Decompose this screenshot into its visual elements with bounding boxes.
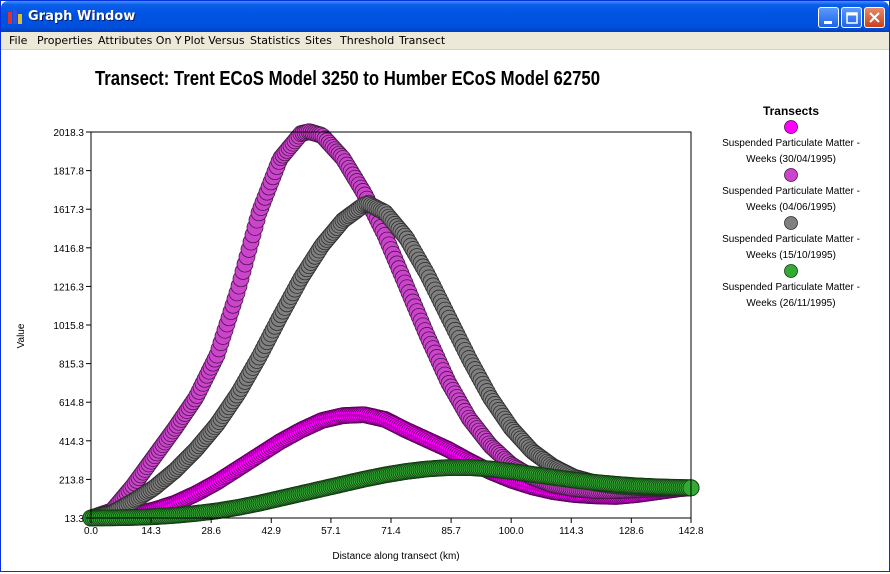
chart-area: Transect: Trent ECoS Model 3250 to Humbe… [5, 51, 887, 569]
window-title: Graph Window [28, 9, 136, 24]
legend-entry: Suspended Particulate Matter -Weeks (30/… [722, 138, 860, 165]
x-tick-label: 128.6 [619, 526, 644, 537]
menu-attributes-on-y[interactable]: Attributes On Y [98, 34, 182, 47]
y-tick-label: 414.3 [59, 437, 84, 448]
maximize-button[interactable] [841, 7, 862, 28]
legend-entry: Suspended Particulate Matter -Weeks (26/… [722, 282, 860, 309]
x-tick-label: 0.0 [84, 526, 98, 537]
x-tick-label: 114.3 [559, 526, 584, 537]
title-bar[interactable]: Graph Window [1, 1, 889, 32]
menu-file[interactable]: File [9, 34, 28, 47]
menu-plot-versus[interactable]: Plot Versus [184, 34, 245, 47]
legend-marker [784, 168, 798, 182]
maximize-icon [846, 12, 858, 24]
series-4 [82, 459, 700, 527]
y-tick-label: 815.3 [59, 360, 84, 371]
menu-transect[interactable]: Transect [399, 34, 446, 47]
x-tick-label: 14.3 [141, 526, 161, 537]
legend-marker [784, 120, 798, 134]
x-tick-label: 28.6 [201, 526, 221, 537]
y-tick-label: 1416.8 [53, 244, 84, 255]
menu-bar: File Properties Attributes On Y Plot Ver… [1, 32, 889, 50]
y-tick-label: 614.8 [59, 398, 84, 409]
x-tick-label: 100.0 [499, 526, 524, 537]
y-tick-label: 1015.8 [53, 321, 84, 332]
x-tick-label: 85.7 [441, 526, 461, 537]
minimize-icon [824, 21, 832, 24]
y-axis-label: Value [16, 323, 27, 348]
x-axis-label: Distance along transect (km) [332, 551, 459, 562]
chart-app-icon [8, 10, 24, 24]
y-tick-label: 1817.8 [53, 167, 84, 178]
legend-marker [784, 264, 798, 278]
y-tick-label: 1617.3 [53, 205, 84, 216]
transect-chart: Transect: Trent ECoS Model 3250 to Humbe… [16, 68, 860, 562]
menu-properties[interactable]: Properties [37, 34, 93, 47]
menu-threshold[interactable]: Threshold [340, 34, 395, 47]
y-tick-label: 13.3 [65, 514, 85, 525]
menu-sites[interactable]: Sites [305, 34, 332, 47]
x-tick-label: 57.1 [321, 526, 341, 537]
x-tick-label: 42.9 [262, 526, 282, 537]
menu-statistics[interactable]: Statistics [250, 34, 301, 47]
x-tick-label: 71.4 [381, 526, 401, 537]
legend-entry: Suspended Particulate Matter -Weeks (04/… [722, 186, 860, 213]
x-tick-label: 142.8 [678, 526, 703, 537]
y-tick-label: 1216.3 [53, 282, 84, 293]
y-tick-label: 2018.3 [53, 128, 84, 139]
minimize-button[interactable] [818, 7, 839, 28]
close-button[interactable] [864, 7, 885, 28]
close-icon [869, 12, 880, 23]
legend-title: Transects [763, 104, 819, 118]
y-tick-label: 213.8 [59, 475, 84, 486]
chart-title: Transect: Trent ECoS Model 3250 to Humbe… [95, 68, 600, 90]
legend-entry: Suspended Particulate Matter -Weeks (15/… [722, 234, 860, 261]
legend-marker [784, 216, 798, 230]
